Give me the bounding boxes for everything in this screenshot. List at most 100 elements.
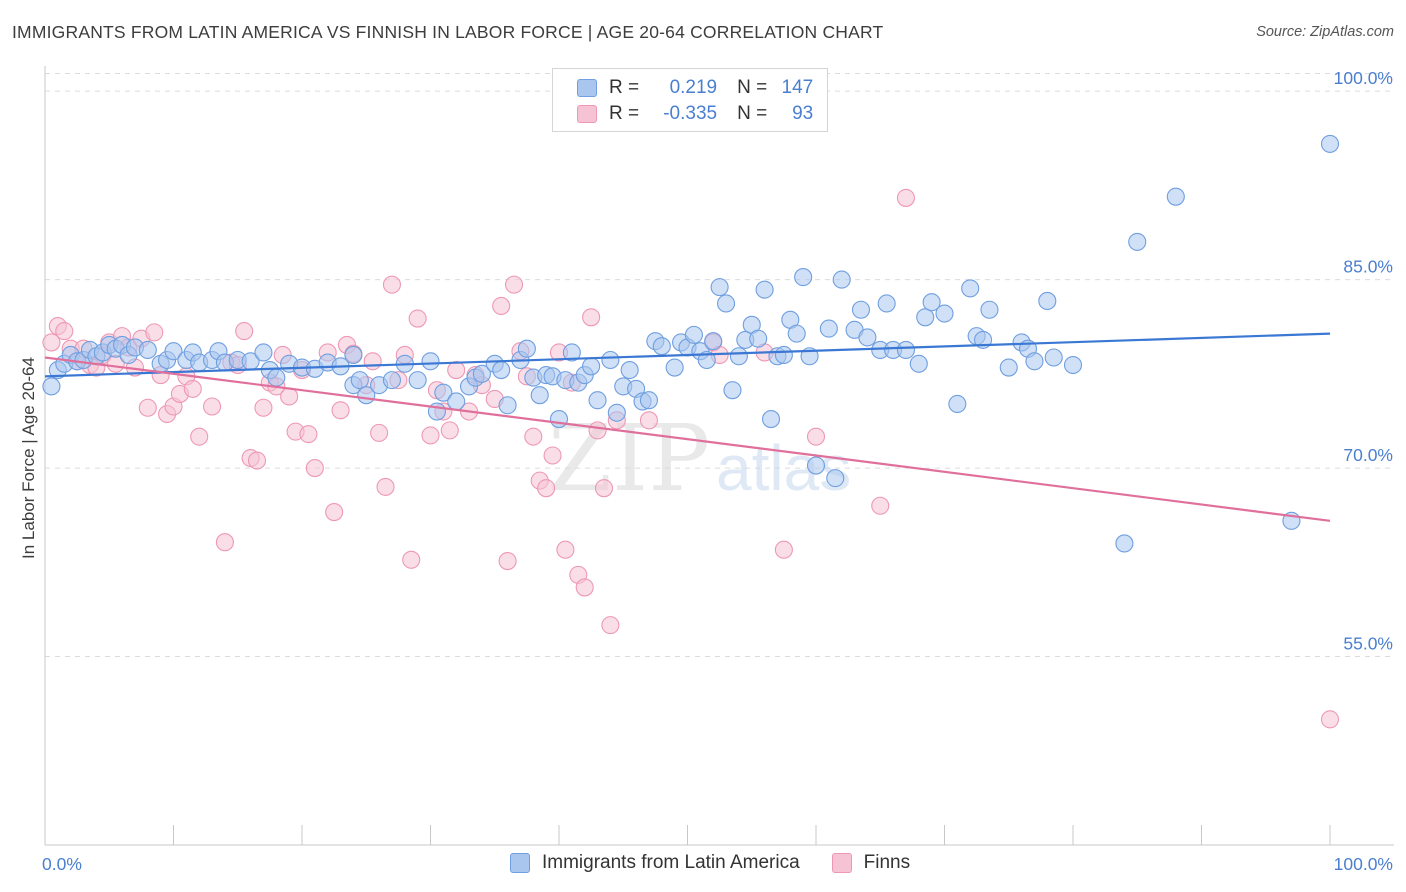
legend-row-latin-america: R = 0.219 N = 147 <box>577 75 813 101</box>
finns-point <box>543 446 562 465</box>
finns-point <box>247 451 267 470</box>
axes <box>44 66 1394 846</box>
latin-america-point <box>684 325 703 344</box>
latin-america-point <box>729 347 748 366</box>
latin-america-point <box>42 377 61 396</box>
r-label: R = <box>609 103 640 124</box>
finns-trend-line <box>44 356 1331 522</box>
latin-america-point <box>858 328 877 347</box>
latin-america-point <box>382 371 402 390</box>
latin-america-point <box>948 394 967 414</box>
finns-point <box>408 309 427 328</box>
latin-america-point <box>710 278 729 297</box>
finns-point <box>871 496 890 515</box>
latin-america-point <box>1044 348 1063 367</box>
latin-america-point <box>697 350 716 370</box>
finns-point <box>492 296 511 316</box>
n-label: N = <box>737 103 768 124</box>
legend-swatch-pink <box>831 853 852 873</box>
finns-point <box>331 401 350 420</box>
latin-america-point <box>755 280 774 299</box>
legend-item-finns: Finns <box>831 852 911 874</box>
finns-point <box>806 427 826 446</box>
latin-america-point <box>935 304 954 323</box>
latin-america-point <box>582 357 601 376</box>
y-axis-label: In Labor Force | Age 20-64 <box>19 357 38 559</box>
latin-america-point <box>530 386 549 405</box>
latin-america-point <box>896 340 916 360</box>
y-tick-label: 55.0% <box>1343 634 1393 654</box>
latin-america-point <box>607 403 626 422</box>
y-tick-label: 85.0% <box>1343 257 1393 277</box>
finns-point <box>447 361 466 380</box>
latin-america-point <box>1063 355 1083 375</box>
latin-america-point <box>761 410 781 429</box>
n-value: 147 <box>781 77 814 98</box>
finns-point <box>774 540 793 559</box>
latin-america-point <box>819 319 838 338</box>
finns-point <box>280 387 299 406</box>
source-label: Source: ZipAtlas.com <box>1256 24 1394 40</box>
finns-point <box>639 411 659 430</box>
latin-america-point <box>164 342 183 361</box>
latin-america-point <box>562 343 581 362</box>
legend-swatch-pink <box>577 105 597 123</box>
finns-point <box>235 322 254 341</box>
finns-point <box>582 308 601 327</box>
latin-america-point <box>1166 187 1185 206</box>
latin-america-point <box>922 293 941 312</box>
r-value: 0.219 <box>669 77 718 98</box>
r-value: -0.335 <box>663 103 718 124</box>
finns-point <box>370 423 389 442</box>
latin-america-point <box>492 361 511 380</box>
finns-point <box>601 616 620 635</box>
legend-item-latin-america: Immigrants from Latin America <box>510 852 800 874</box>
trend-lines <box>44 332 1331 522</box>
latin-america-point <box>787 324 806 343</box>
latin-america-point <box>652 337 671 356</box>
chart-title: IMMIGRANTS FROM LATIN AMERICA VS FINNISH… <box>12 22 884 42</box>
finns-point <box>376 477 395 496</box>
x-tick-label: 0.0% <box>42 854 82 874</box>
latin-america-point <box>704 332 723 351</box>
latin-america-point <box>1320 134 1340 153</box>
latin-america-point <box>350 371 369 390</box>
latin-america-point <box>517 339 536 358</box>
finns-point <box>440 421 459 440</box>
latin-america-point <box>549 410 569 429</box>
latin-america-point <box>851 300 871 319</box>
latin-america-point <box>601 350 620 370</box>
series-legend: Immigrants from Latin America Finns <box>510 852 942 874</box>
latin-america-point <box>434 383 453 402</box>
watermark-zip: ZIP <box>548 405 710 512</box>
latin-america-point <box>472 364 491 383</box>
n-label: N = <box>737 77 768 98</box>
latin-america-point <box>620 361 639 380</box>
latin-america-point <box>138 340 157 360</box>
finns-point <box>556 540 575 559</box>
watermark-atlas: atlas <box>716 432 851 504</box>
latin-america-point <box>267 368 286 387</box>
stats-legend: R = 0.219 N = 147 R = -0.335 N = 93 <box>552 68 828 132</box>
finns-point <box>299 425 318 444</box>
finns-point <box>203 397 222 416</box>
latin-america-point <box>447 392 466 411</box>
latin-america-point <box>774 345 793 365</box>
latin-america-point <box>794 268 813 287</box>
finns-point <box>588 421 607 440</box>
finns-point <box>575 578 594 597</box>
latin-america-point <box>421 352 440 371</box>
y-tick-label: 70.0% <box>1343 445 1393 465</box>
legend-label-finns: Finns <box>863 852 911 873</box>
latin-america-point <box>665 358 684 377</box>
finns-point <box>421 426 440 445</box>
latin-america-point <box>1038 291 1057 311</box>
latin-america-point <box>498 396 517 415</box>
finns-point <box>498 551 517 571</box>
finns-point <box>524 427 543 446</box>
finns-point <box>382 275 402 294</box>
tick-labels: 55.0% 70.0% 85.0% 100.0% 0.0% 100.0% <box>42 68 1393 874</box>
legend-row-finns: R = -0.335 N = 93 <box>577 101 813 127</box>
finns-point <box>183 379 202 398</box>
